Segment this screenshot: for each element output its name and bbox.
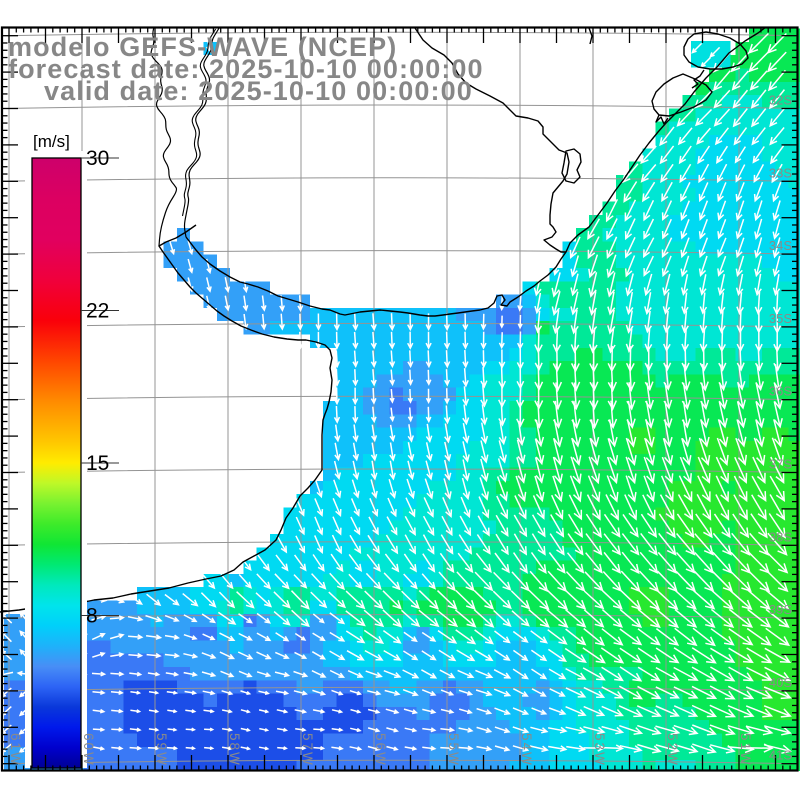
svg-text:34S: 34S — [769, 238, 792, 253]
svg-text:39S: 39S — [769, 602, 792, 617]
svg-text:32S: 32S — [769, 93, 792, 108]
svg-text:55W: 55W — [446, 733, 461, 767]
svg-text:30: 30 — [86, 147, 109, 170]
svg-text:51W: 51W — [738, 733, 753, 767]
svg-text:59W: 59W — [154, 733, 169, 767]
svg-text:54W: 54W — [519, 733, 534, 767]
svg-text:52W: 52W — [665, 733, 680, 767]
svg-text:33S: 33S — [769, 165, 792, 180]
svg-text:38S: 38S — [769, 529, 792, 544]
svg-text:36S: 36S — [769, 384, 792, 399]
svg-text:40S: 40S — [769, 675, 792, 690]
svg-text:35S: 35S — [769, 311, 792, 326]
svg-text:57W: 57W — [300, 733, 315, 767]
svg-text:37S: 37S — [769, 457, 792, 472]
svg-text:61W: 61W — [8, 733, 23, 767]
svg-text:56W: 56W — [373, 733, 388, 767]
svg-text:15: 15 — [86, 452, 109, 475]
svg-text:41S: 41S — [769, 748, 792, 763]
svg-text:forecast date: 2025-10-10 00:0: forecast date: 2025-10-10 00:00:00 — [8, 54, 484, 84]
svg-text:valid date: 2025-10-10 00:00:0: valid date: 2025-10-10 00:00:00 — [44, 76, 473, 106]
svg-text:53W: 53W — [592, 733, 607, 767]
svg-text:[m/s]: [m/s] — [33, 132, 70, 151]
svg-text:60W: 60W — [81, 733, 96, 767]
svg-text:58W: 58W — [227, 733, 242, 767]
svg-text:modelo GEFS-WAVE (NCEP): modelo GEFS-WAVE (NCEP) — [8, 32, 397, 62]
svg-text:22: 22 — [86, 300, 109, 323]
svg-text:8: 8 — [86, 605, 98, 628]
